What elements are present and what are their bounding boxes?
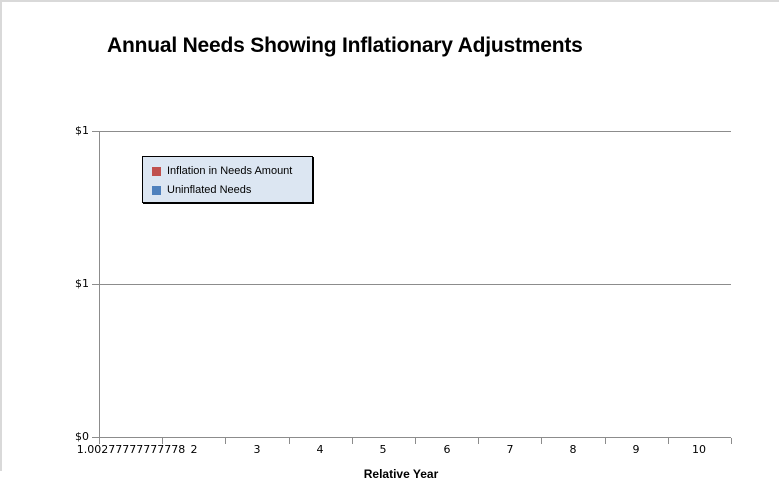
legend-item-uninflated: Uninflated Needs bbox=[152, 183, 312, 198]
x-tick-label: 4 bbox=[316, 443, 324, 456]
x-tick-mark bbox=[541, 438, 542, 444]
x-tick-label: 2 bbox=[190, 443, 198, 456]
x-tick-mark bbox=[289, 438, 290, 444]
x-tick-mark bbox=[352, 438, 353, 444]
y-tick-label-middle: $1 bbox=[75, 277, 89, 290]
gridline-middle bbox=[92, 284, 731, 285]
x-tick-label: 9 bbox=[632, 443, 640, 456]
x-tick-mark bbox=[415, 438, 416, 444]
x-tick-label: 1.00277777777778 bbox=[76, 443, 186, 456]
x-tick-label: 6 bbox=[443, 443, 451, 456]
chart-title: Annual Needs Showing Inflationary Adjust… bbox=[107, 34, 583, 57]
x-tick-mark bbox=[225, 438, 226, 444]
x-tick-mark bbox=[668, 438, 669, 444]
y-axis-line bbox=[99, 131, 100, 438]
legend-swatch-blue-icon bbox=[152, 185, 161, 195]
x-axis-line bbox=[92, 437, 731, 438]
x-tick-mark bbox=[99, 438, 100, 444]
legend-item-inflation: Inflation in Needs Amount bbox=[152, 164, 312, 179]
x-axis-title: Relative Year bbox=[363, 467, 439, 481]
x-tick-label: 10 bbox=[692, 443, 706, 456]
legend-label: Inflation in Needs Amount bbox=[167, 165, 293, 177]
x-tick-label: 5 bbox=[379, 443, 387, 456]
x-tick-label: 7 bbox=[506, 443, 514, 456]
y-tick-label-bottom: $0 bbox=[75, 430, 89, 443]
x-tick-mark bbox=[605, 438, 606, 444]
legend-swatch-red-icon bbox=[152, 166, 161, 176]
x-tick-label: 8 bbox=[569, 443, 577, 456]
y-tick-label-top: $1 bbox=[75, 124, 89, 137]
x-tick-mark bbox=[731, 438, 732, 444]
x-tick-mark bbox=[162, 438, 163, 444]
x-tick-mark bbox=[478, 438, 479, 444]
window-left-border bbox=[0, 0, 2, 471]
window-top-border bbox=[0, 0, 779, 2]
x-tick-label: 3 bbox=[253, 443, 261, 456]
legend-label: Uninflated Needs bbox=[167, 184, 252, 196]
legend-box: Inflation in Needs Amount Uninflated Nee… bbox=[142, 156, 313, 203]
gridline-top bbox=[92, 131, 731, 132]
